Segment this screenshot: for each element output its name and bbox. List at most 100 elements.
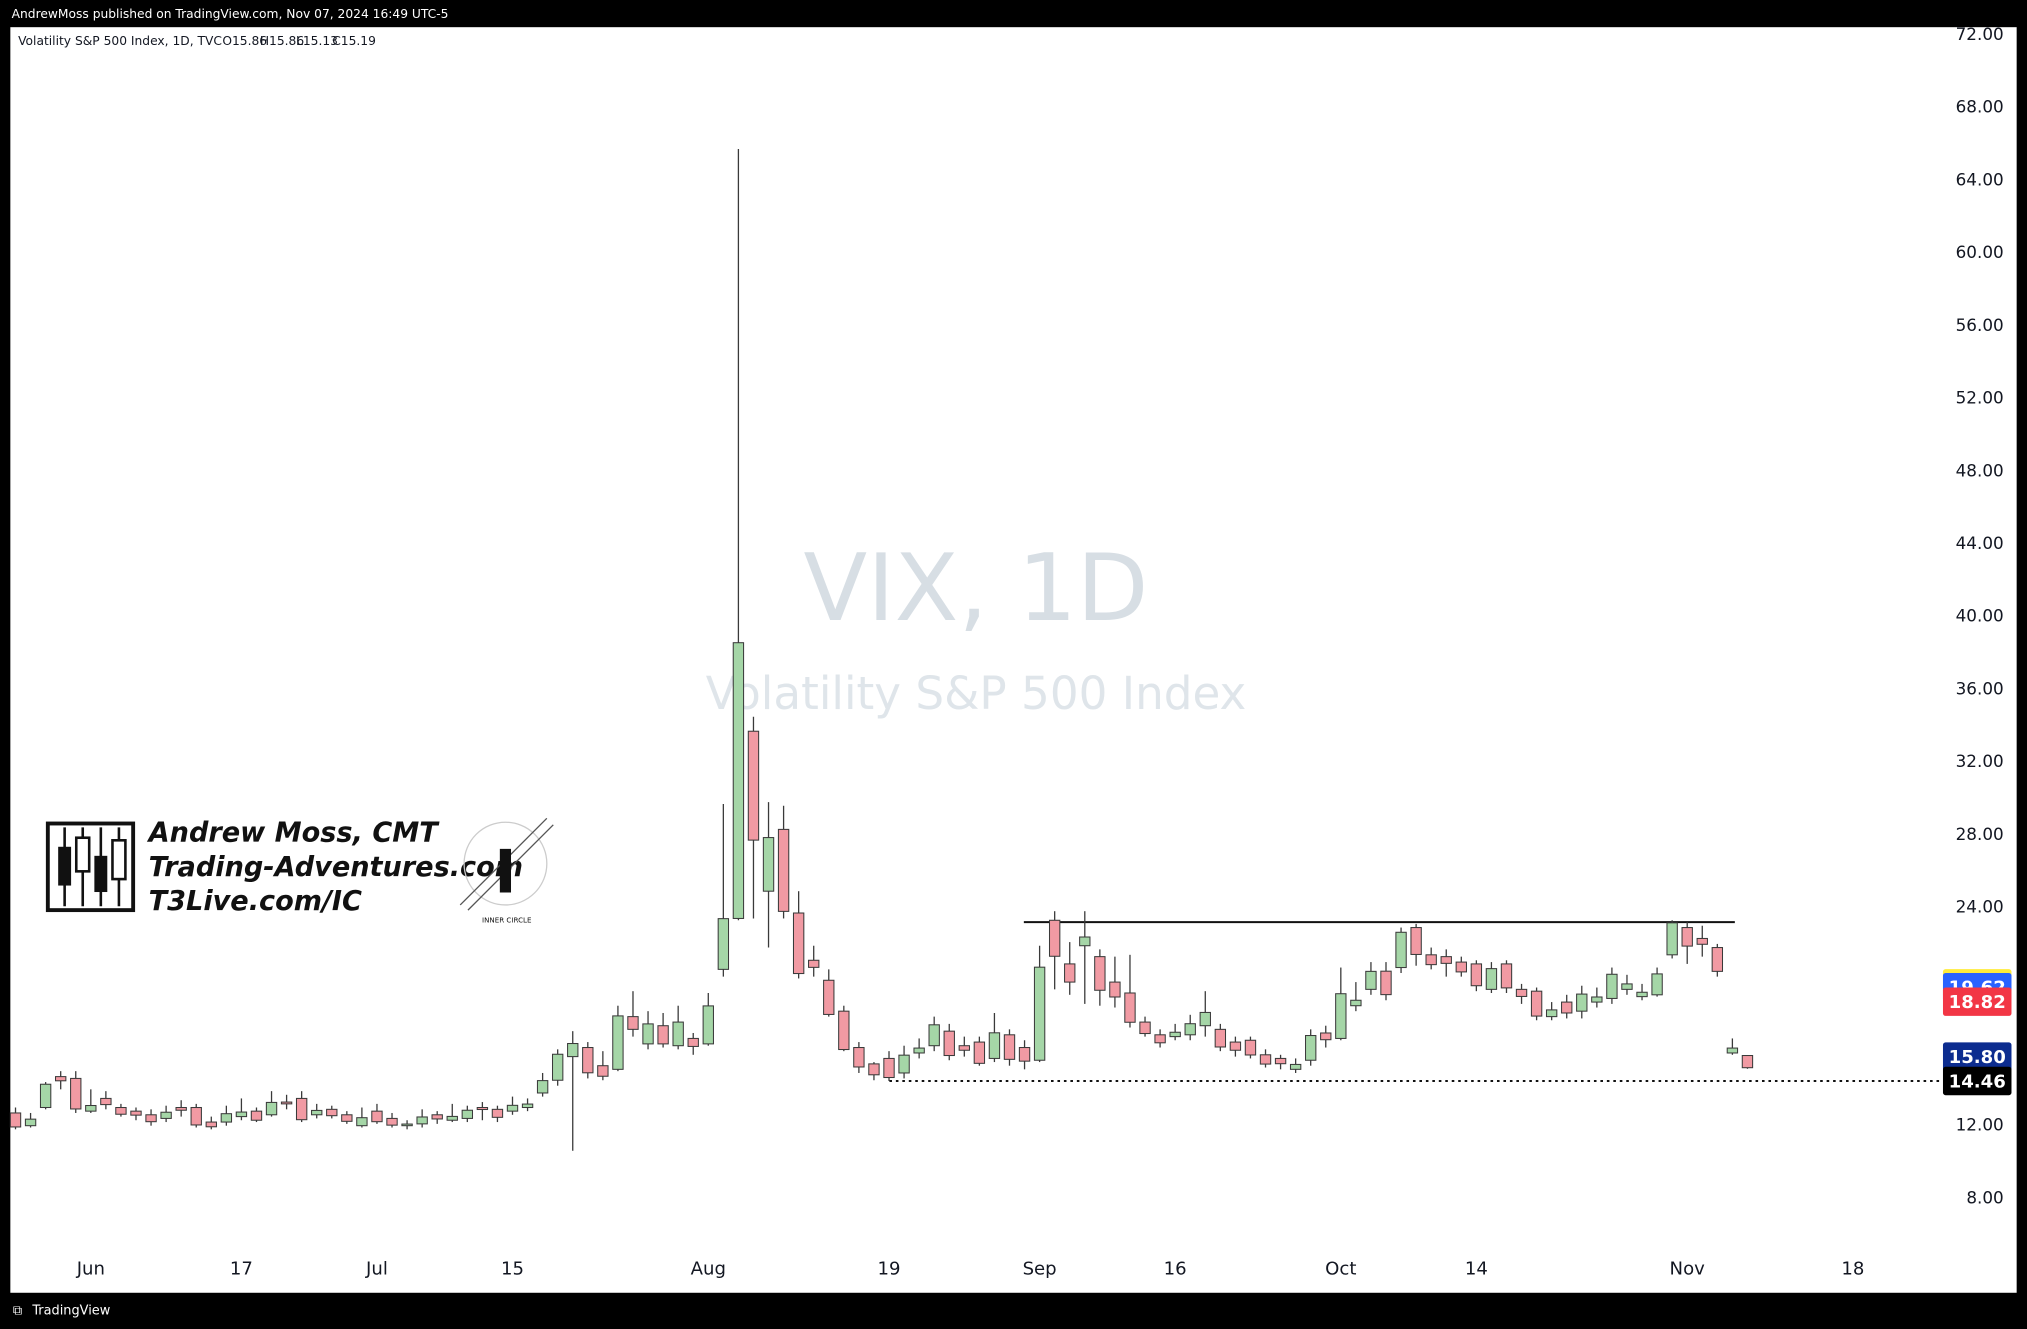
x-tick-label: 19 [878, 1258, 901, 1279]
logo-body [58, 846, 72, 886]
candle-body [1741, 1055, 1754, 1069]
candle-body [1094, 956, 1106, 991]
footer-mark: ⧉ [13, 1303, 22, 1318]
candle-body [838, 1010, 850, 1051]
candle-body [506, 1104, 519, 1112]
x-tick-label: 16 [1164, 1258, 1187, 1279]
candle-body [687, 1037, 699, 1047]
candle-body [1500, 963, 1513, 989]
candle-body [1139, 1021, 1151, 1035]
candle-body [1696, 937, 1708, 945]
price-label: 14.46 [1949, 1071, 2006, 1092]
candle-body [280, 1101, 293, 1105]
candle-body [612, 1015, 624, 1070]
y-tick-label: 8.00 [1966, 1187, 2003, 1207]
candle-body [672, 1021, 684, 1047]
x-tick-label: Nov [1670, 1258, 1706, 1279]
candle-body [371, 1110, 383, 1123]
price-label-box [1942, 1042, 2012, 1071]
candle-body [1033, 966, 1046, 1061]
candle-body [627, 1016, 639, 1030]
candle-body [265, 1101, 278, 1116]
candle-body [747, 730, 760, 841]
x-tick-label: 17 [230, 1258, 253, 1279]
y-tick-label: 32.00 [1956, 751, 2004, 771]
candle-body [175, 1106, 187, 1111]
y-tick-label: 64.00 [1956, 169, 2004, 189]
candle-body [898, 1054, 910, 1074]
x-tick-label: Jul [365, 1258, 388, 1279]
candle-body [551, 1053, 564, 1081]
x-tick-label: 18 [1841, 1258, 1864, 1279]
candle-body [1666, 922, 1678, 956]
candle-body [1018, 1047, 1031, 1062]
ohlc-close: C15.19 [332, 34, 376, 48]
candle-body [386, 1117, 398, 1126]
candle-body [235, 1111, 248, 1118]
candle-body [702, 1005, 714, 1045]
candle-body [762, 837, 775, 892]
brand-site: Trading-Adventures.com [149, 852, 523, 883]
y-tick-label: 36.00 [1956, 678, 2004, 698]
candle-body [521, 1103, 534, 1109]
candle-body [928, 1024, 940, 1047]
candle-body [1395, 931, 1407, 969]
candle-body [1726, 1047, 1739, 1054]
candle-body [295, 1097, 308, 1121]
candle-body [416, 1116, 428, 1125]
candle-body [250, 1110, 263, 1121]
candle-body [9, 1112, 22, 1128]
y-tick-label: 28.00 [1956, 824, 2004, 844]
brand-link: T3Live.com/IC [149, 886, 362, 917]
candle-body [732, 642, 745, 919]
candle-body [1440, 956, 1452, 964]
logo-stroke [467, 824, 554, 911]
candle-body [1410, 927, 1422, 955]
candle-body [85, 1104, 97, 1112]
candle-body [24, 1118, 37, 1127]
x-tick-label: Oct [1325, 1258, 1356, 1279]
brand-logo [45, 821, 136, 913]
logo-letter: I [494, 839, 516, 908]
candle-body [1184, 1023, 1196, 1036]
candle-body [913, 1047, 925, 1054]
candle-body [1470, 963, 1483, 987]
candle-body [1320, 1032, 1332, 1041]
candle-body [988, 1032, 1001, 1059]
candle-body [205, 1121, 217, 1128]
candle-body [130, 1110, 142, 1116]
candle-body [446, 1115, 458, 1121]
chart-area [10, 27, 2017, 1293]
logo-body [94, 855, 108, 893]
candle-body [1048, 919, 1061, 957]
candle-body [55, 1076, 67, 1082]
candle-body [1214, 1028, 1227, 1048]
y-tick-label: 60.00 [1956, 242, 2004, 262]
y-tick-label: 44.00 [1956, 533, 2004, 553]
candle-body [1124, 992, 1136, 1023]
y-tick-label: 24.00 [1956, 897, 2004, 917]
brand-name: Andrew Moss, CMT [147, 817, 441, 848]
candle-body [1576, 993, 1588, 1012]
inner-circle-logo: I [459, 817, 554, 911]
candle-body [1455, 961, 1467, 973]
candle-body [943, 1030, 955, 1057]
candle-body [1651, 973, 1663, 996]
candle-body [431, 1114, 443, 1120]
candle-body [1621, 983, 1633, 990]
candle-body [1199, 1011, 1211, 1027]
candle-body [1606, 973, 1618, 999]
candle-body [461, 1109, 474, 1119]
x-tick-label: Jun [76, 1258, 105, 1279]
y-tick-label: 56.00 [1956, 315, 2004, 335]
candle-body [190, 1106, 202, 1126]
candle-body [326, 1108, 338, 1117]
x-tick-label: 14 [1465, 1258, 1488, 1279]
candle-body [476, 1106, 489, 1111]
candle-body [356, 1117, 368, 1127]
candle-body [160, 1111, 172, 1119]
candle-body [1350, 999, 1362, 1007]
candle-body [1530, 990, 1543, 1017]
candle-body [1711, 947, 1724, 972]
